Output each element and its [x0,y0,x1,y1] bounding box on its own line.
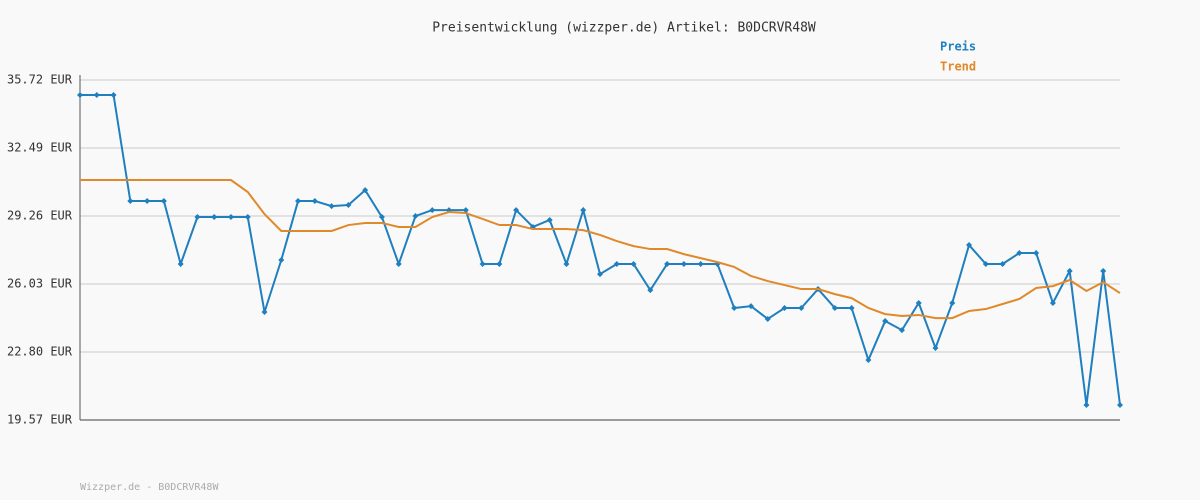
point [362,187,369,194]
point [462,207,469,214]
y-tick-label: 19.57 EUR [7,413,73,427]
point [1016,250,1023,257]
y-tick-label: 22.80 EUR [7,345,73,359]
point [798,305,805,311]
point [932,345,939,351]
y-tick-label: 35.72 EUR [7,73,73,87]
point [144,198,151,205]
point [1083,402,1090,409]
point [982,261,989,267]
point [831,305,838,311]
point [580,207,587,214]
point [882,318,889,325]
point [194,214,201,221]
point [93,91,100,98]
point [546,217,553,223]
point [127,198,134,205]
point [412,213,419,219]
point [1049,299,1056,306]
footer: Wizzper.de - B0DCRVR48W [80,482,219,493]
point [227,214,234,221]
point [664,261,671,267]
point [378,214,385,221]
point [680,261,687,267]
point [77,91,83,98]
point [479,261,486,267]
point [747,303,754,310]
point [244,214,251,221]
point [613,261,620,267]
point [949,299,956,306]
point [966,242,973,249]
point [513,207,520,214]
point [311,198,318,205]
point [597,271,603,278]
y-tick-label: 26.03 EUR [7,277,73,291]
point [781,305,788,311]
point [865,357,872,363]
point [898,327,905,334]
legend-label: Trend [940,60,976,74]
point [395,261,402,267]
point [345,202,352,209]
point [697,261,704,267]
point [1117,402,1123,409]
point [848,305,855,311]
point [160,198,167,205]
y-tick-label: 29.26 EUR [7,209,73,223]
chart-title: Preisentwicklung (wizzper.de) Artikel: B… [432,21,816,36]
point [1033,250,1040,257]
point [278,257,285,263]
point [647,287,654,294]
point [496,261,503,267]
point [261,309,268,315]
point [429,207,436,214]
point [563,261,570,267]
point [110,91,117,98]
point [915,299,922,306]
point [328,203,335,210]
point [1100,267,1107,274]
point [731,305,738,311]
point [999,261,1006,267]
point [630,261,637,267]
y-tick-label: 32.49 EUR [7,141,73,155]
point [764,315,771,322]
point [211,214,218,221]
series-line [80,179,1121,320]
point [295,198,302,205]
point [177,261,184,267]
point [1066,267,1073,274]
legend-label: Preis [940,40,976,54]
